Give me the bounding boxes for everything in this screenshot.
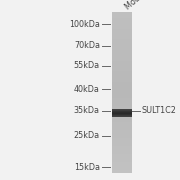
- Bar: [112, 23, 132, 26]
- Bar: [112, 132, 132, 135]
- Bar: [112, 156, 132, 159]
- Bar: [112, 52, 132, 55]
- Bar: [112, 109, 132, 110]
- Bar: [112, 36, 132, 39]
- Bar: [112, 117, 132, 118]
- Bar: [112, 84, 132, 87]
- Bar: [112, 15, 132, 18]
- Bar: [112, 116, 132, 117]
- Bar: [112, 34, 132, 37]
- Bar: [112, 151, 132, 154]
- Bar: [112, 130, 132, 133]
- Bar: [112, 98, 132, 101]
- Bar: [112, 116, 132, 117]
- Bar: [112, 116, 132, 119]
- Bar: [112, 119, 132, 122]
- Bar: [112, 159, 132, 162]
- Bar: [112, 42, 132, 45]
- Bar: [112, 66, 132, 69]
- Bar: [112, 18, 132, 21]
- Bar: [112, 154, 132, 157]
- Bar: [112, 79, 132, 82]
- Bar: [112, 148, 132, 151]
- Text: Mouse liver: Mouse liver: [124, 0, 165, 12]
- Bar: [112, 58, 132, 61]
- Bar: [112, 111, 132, 112]
- Bar: [112, 92, 132, 95]
- Bar: [112, 28, 132, 31]
- Bar: [112, 140, 132, 143]
- Bar: [112, 44, 132, 47]
- Text: 55kDa: 55kDa: [74, 61, 100, 70]
- Bar: [112, 60, 132, 63]
- Bar: [112, 165, 132, 167]
- Bar: [112, 50, 132, 53]
- Bar: [112, 114, 132, 115]
- Bar: [112, 63, 132, 66]
- Bar: [112, 103, 132, 106]
- Bar: [112, 114, 132, 117]
- Text: 35kDa: 35kDa: [74, 106, 100, 115]
- Bar: [112, 162, 132, 165]
- Bar: [112, 143, 132, 146]
- Bar: [112, 112, 132, 113]
- Text: 70kDa: 70kDa: [74, 41, 100, 50]
- Bar: [112, 76, 132, 79]
- Bar: [112, 31, 132, 34]
- Text: 25kDa: 25kDa: [74, 131, 100, 140]
- Bar: [112, 82, 132, 85]
- Bar: [112, 47, 132, 50]
- Bar: [112, 55, 132, 58]
- Bar: [112, 110, 132, 111]
- Bar: [112, 111, 132, 114]
- Bar: [112, 74, 132, 77]
- Bar: [112, 124, 132, 127]
- Bar: [112, 39, 132, 42]
- Bar: [112, 127, 132, 130]
- Bar: [112, 110, 132, 111]
- Bar: [112, 68, 132, 71]
- Bar: [112, 135, 132, 138]
- Bar: [112, 122, 132, 125]
- Bar: [112, 90, 132, 93]
- Bar: [112, 20, 132, 23]
- Text: SULT1C2: SULT1C2: [141, 106, 176, 115]
- Bar: [112, 87, 132, 90]
- Bar: [112, 106, 132, 109]
- Text: 100kDa: 100kDa: [69, 20, 100, 29]
- Bar: [112, 71, 132, 74]
- Bar: [112, 167, 132, 170]
- Bar: [112, 170, 132, 173]
- Text: 15kDa: 15kDa: [74, 163, 100, 172]
- Text: 40kDa: 40kDa: [74, 85, 100, 94]
- Bar: [112, 26, 132, 29]
- Bar: [112, 146, 132, 149]
- Bar: [112, 95, 132, 98]
- Bar: [112, 108, 132, 111]
- Bar: [112, 114, 132, 115]
- Bar: [112, 112, 132, 113]
- Bar: [112, 138, 132, 141]
- Bar: [112, 100, 132, 103]
- Bar: [112, 12, 132, 15]
- Bar: [112, 115, 132, 116]
- Bar: [112, 113, 132, 114]
